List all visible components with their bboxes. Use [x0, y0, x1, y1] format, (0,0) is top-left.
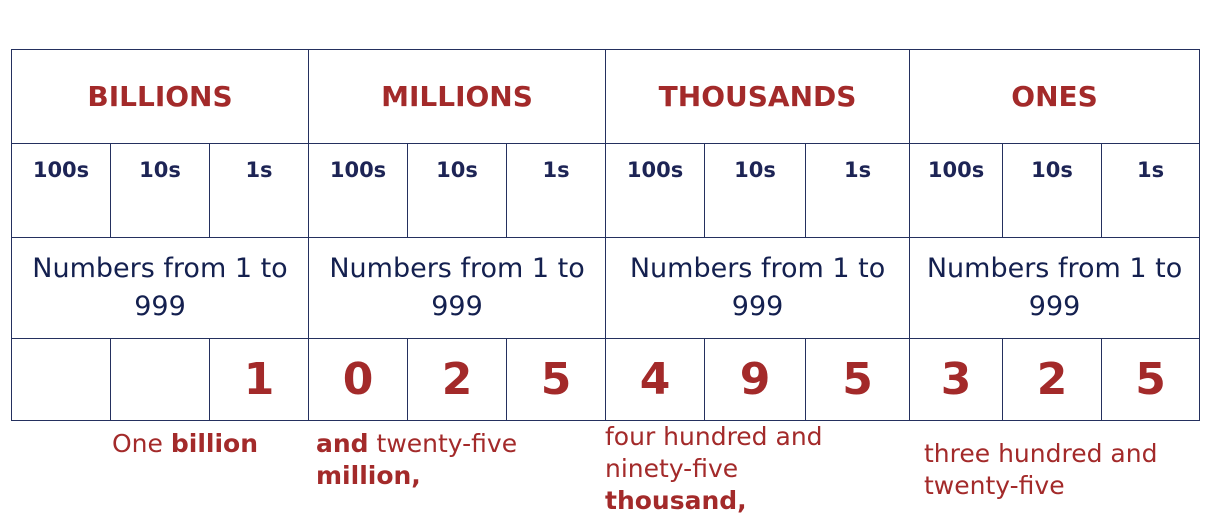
- digit-ones-ones: 5: [1101, 338, 1201, 421]
- millions-tens-label: 10s: [407, 143, 508, 238]
- ones-word-line-2: twenty-five: [924, 471, 1065, 500]
- period-billions: BILLIONS: [10, 49, 310, 144]
- digit-ones-hundreds: 3: [909, 338, 1004, 421]
- billions-word-bold: billion: [170, 429, 259, 458]
- ones-ones-label: 1s: [1101, 143, 1201, 238]
- digit-millions-hundreds: 0: [308, 338, 409, 421]
- billions-hundreds-label: 100s: [11, 143, 111, 238]
- ones-word-caption: three hundred and twenty-five: [924, 438, 1157, 502]
- thousands-word-line-1: four hundred and: [605, 422, 823, 451]
- millions-range-text: Numbers from 1 to 999: [308, 237, 607, 339]
- ones-hundreds-label: 100s: [909, 143, 1004, 238]
- millions-hundreds-label: 100s: [308, 143, 409, 238]
- billions-word-caption: One billion: [112, 428, 258, 460]
- period-header-row: BILLIONS MILLIONS THOUSANDS ONES: [10, 49, 1201, 144]
- digit-thousands-ones: 5: [805, 338, 911, 421]
- period-thousands: THOUSANDS: [605, 49, 911, 144]
- ones-range-text: Numbers from 1 to 999: [909, 237, 1201, 339]
- thousands-word-bold: thousand,: [605, 486, 747, 515]
- digit-thousands-tens: 9: [704, 338, 807, 421]
- thousands-hundreds-label: 100s: [605, 143, 706, 238]
- millions-word-caption: and twenty-five million,: [316, 428, 517, 492]
- period-ones: ONES: [909, 49, 1201, 144]
- millions-ones-label: 1s: [506, 143, 607, 238]
- range-row: Numbers from 1 to 999 Numbers from 1 to …: [10, 237, 1201, 339]
- thousands-tens-label: 10s: [704, 143, 807, 238]
- digit-millions-ones: 5: [506, 338, 607, 421]
- digit-billions-hundreds: [11, 338, 111, 421]
- thousands-ones-label: 1s: [805, 143, 911, 238]
- ones-tens-label: 10s: [1002, 143, 1103, 238]
- billions-word-text: One: [112, 429, 171, 458]
- place-value-row: 100s 10s 1s 100s 10s 1s 100s 10s 1s 100s…: [11, 143, 1201, 238]
- billions-tens-label: 10s: [110, 143, 210, 238]
- digit-millions-tens: 2: [407, 338, 508, 421]
- digit-billions-tens: [110, 338, 210, 421]
- millions-word-bold: million,: [316, 461, 421, 490]
- thousands-word-line-2: ninety-five: [605, 454, 739, 483]
- period-millions: MILLIONS: [308, 49, 607, 144]
- ones-word-line-1: three hundred and: [924, 439, 1158, 468]
- digit-row: 1 0 2 5 4 9 5 3 2 5: [11, 338, 1201, 421]
- thousands-range-text: Numbers from 1 to 999: [605, 237, 911, 339]
- billions-range-text: Numbers from 1 to 999: [10, 237, 310, 339]
- millions-word-text: twenty-five: [368, 429, 518, 458]
- place-value-chart: BILLIONS MILLIONS THOUSANDS ONES 100s 10…: [10, 49, 1201, 421]
- millions-word-and: and: [316, 429, 369, 458]
- billions-ones-label: 1s: [208, 143, 310, 238]
- digit-ones-tens: 2: [1002, 338, 1103, 421]
- digit-billions-ones: 1: [208, 338, 310, 421]
- digit-thousands-hundreds: 4: [605, 338, 706, 421]
- thousands-word-caption: four hundred and ninety-five thousand,: [605, 421, 823, 517]
